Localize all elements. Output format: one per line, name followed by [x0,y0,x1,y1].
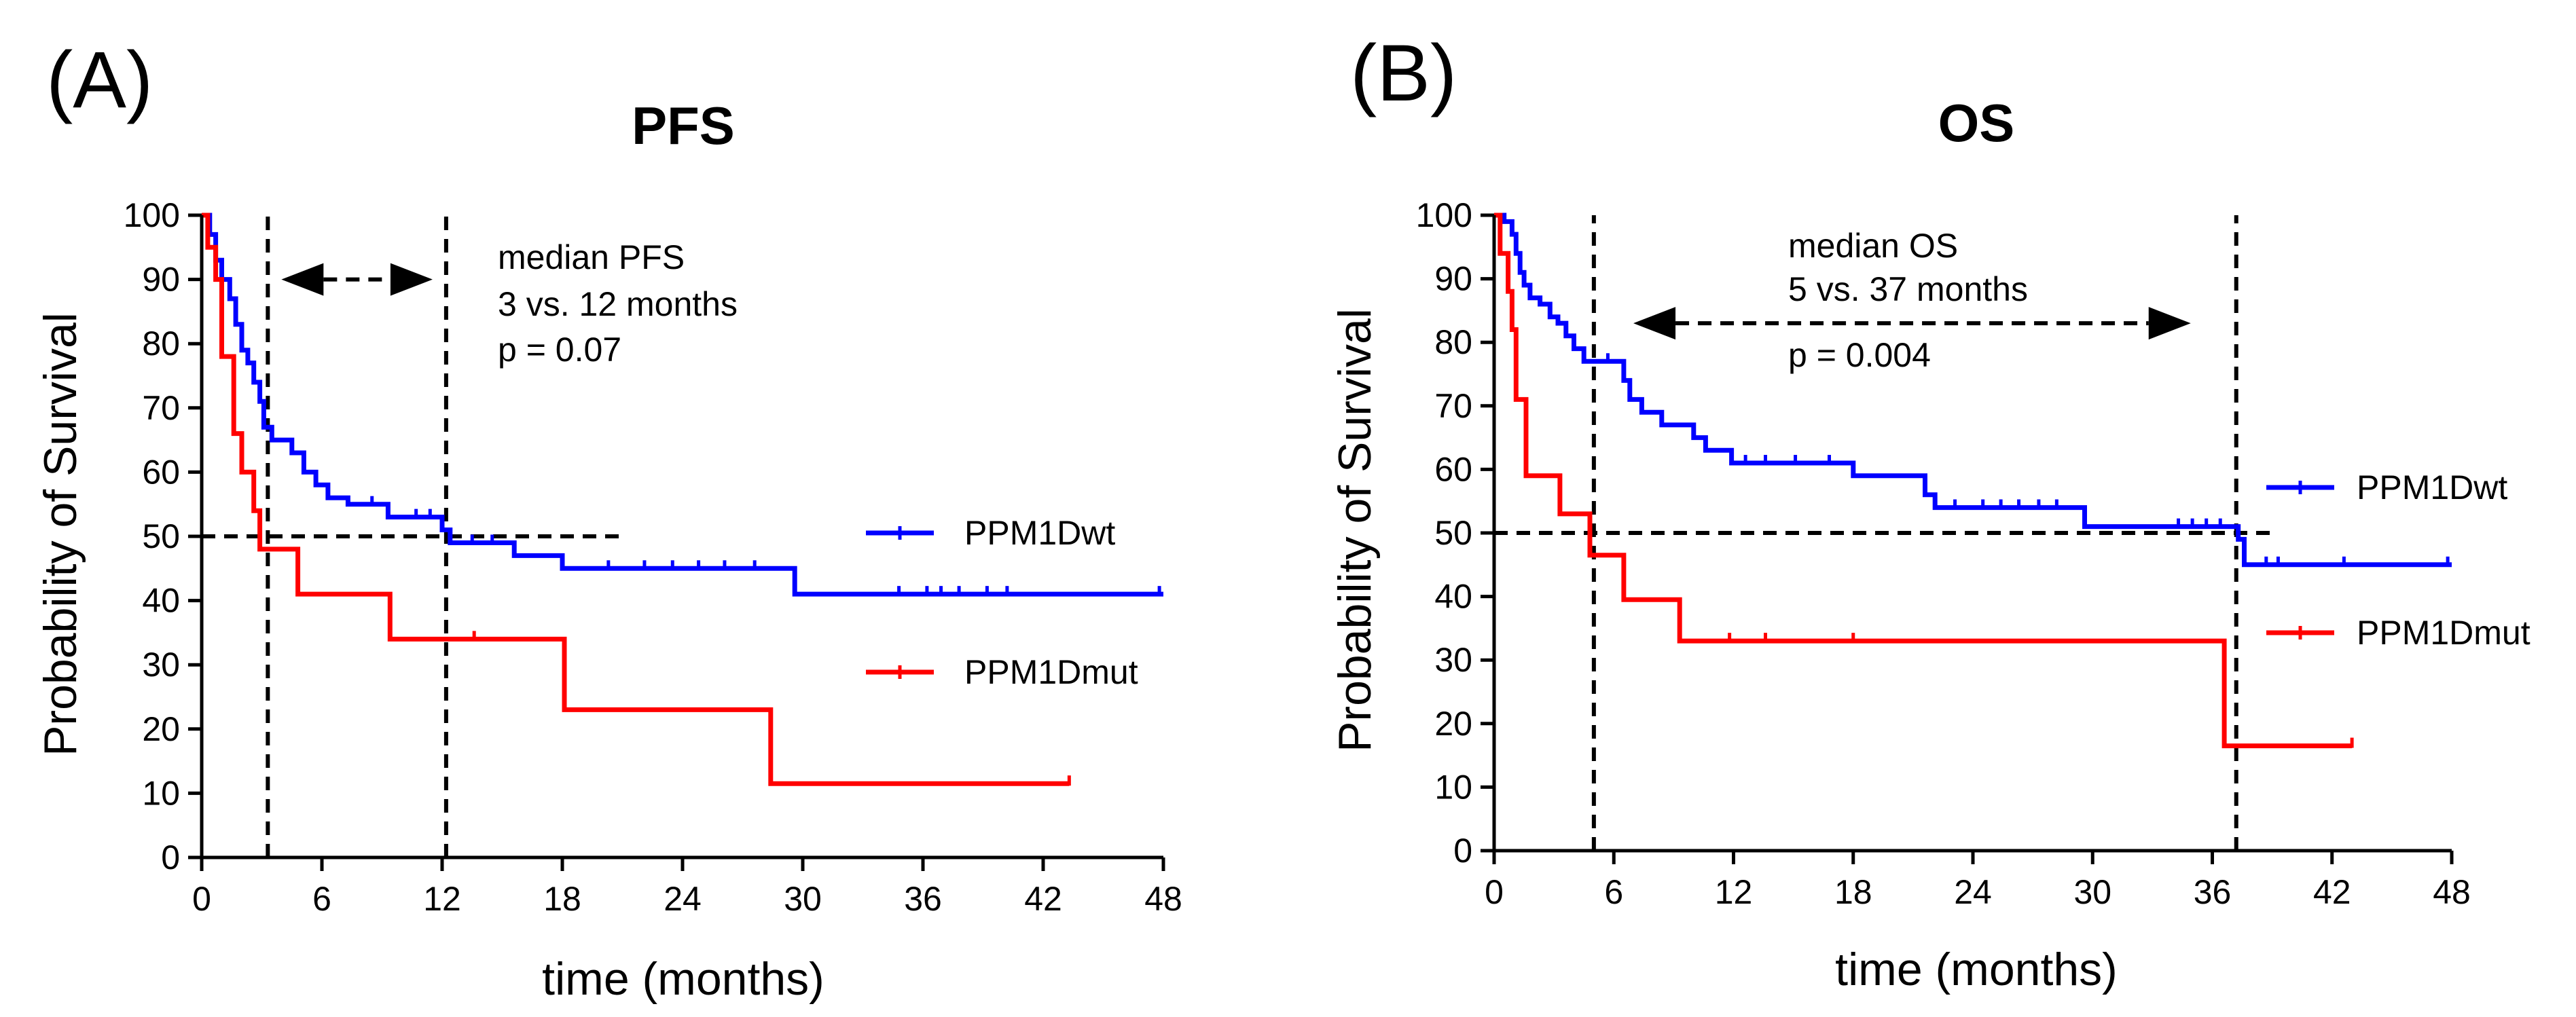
legend-label-wt: PPM1Dwt [2357,468,2507,506]
axes: 0 6 12 18 24 30 36 42 48 0 10 20 30 40 50 60 70 80 90 100 [124,196,1182,918]
y-tick-label: 100 [1416,196,1472,234]
x-tick-label: 24 [664,880,702,918]
y-tick-label: 80 [142,325,180,363]
legend-label-wt: PPM1Dwt [964,514,1115,552]
annotation-p-value: p = 0.07 [498,331,621,369]
x-tick-label: 12 [423,880,461,918]
survival-curves [1494,212,2452,749]
y-axis-title: Probability of Survival [35,312,86,756]
y-tick-label: 60 [142,453,180,491]
y-tick-label: 30 [142,646,180,684]
x-tick-label: 18 [543,880,581,918]
pfs-annotations: median PFS 3 vs. 12 months p = 0.07 [498,238,738,369]
panel-label-b: (B) [1350,29,1457,118]
chart-title-os: OS [1938,93,2015,153]
legend-entry-mut: PPM1Dmut [866,653,1138,691]
y-tick-label: 100 [124,196,180,234]
x-tick-label: 6 [1604,873,1623,911]
legend: PPM1Dwt PPM1Dmut [866,514,1138,691]
x-axis-title: time (months) [542,953,824,1005]
x-tick-label: 18 [1834,873,1872,911]
legend-entry-wt: PPM1Dwt [2266,468,2507,506]
y-tick-label: 10 [1434,768,1472,806]
x-tick-label: 42 [2313,873,2351,911]
y-tick-label: 40 [1434,578,1472,616]
y-tick-label: 0 [1453,832,1472,870]
y-tick-label: 30 [1434,641,1472,679]
x-tick-label: 42 [1024,880,1062,918]
os-annotations: median OS 5 vs. 37 months p = 0.004 [1788,227,2028,374]
panel-b-os: (B) OS median OS 5 vs. 37 months p = 0.0… [1329,29,2530,995]
y-tick-label: 90 [142,261,180,299]
x-tick-label: 6 [312,880,331,918]
y-tick-label: 70 [142,389,180,427]
legend-entry-mut: PPM1Dmut [2266,614,2530,652]
legend-label-mut: PPM1Dmut [964,653,1138,691]
survival-curve-mut [202,212,1070,786]
x-tick-label: 30 [784,880,822,918]
y-tick-label: 80 [1434,323,1472,361]
y-tick-label: 40 [142,582,180,620]
axes: 0 6 12 18 24 30 36 42 48 0 10 20 30 40 50 60 70 80 90 100 [1416,196,2471,911]
y-axis-title: Probability of Survival [1329,308,1381,752]
annotation-median-label: median PFS [498,238,685,276]
x-tick-label: 24 [1954,873,1992,911]
chart-title-pfs: PFS [632,96,735,155]
arrowhead-right [390,263,433,296]
y-tick-label: 50 [1434,514,1472,552]
annotation-median-values: 5 vs. 37 months [1788,270,2028,308]
x-tick-label: 36 [904,880,942,918]
panel-a-pfs: (A) PFS median PFS 3 vs. 12 months p = 0… [35,35,1182,1005]
survival-curve-wt [202,212,1163,597]
y-tick-label: 90 [1434,260,1472,298]
y-tick-label: 20 [1434,705,1472,743]
legend-entry-wt: PPM1Dwt [866,514,1115,552]
annotation-p-value: p = 0.004 [1788,336,1931,374]
reference-lines [1494,215,2272,851]
survival-curve-wt [1494,212,2452,568]
arrowhead-left [281,263,324,296]
x-tick-label: 0 [1485,873,1504,911]
legend-label-mut: PPM1Dmut [2357,614,2530,652]
y-tick-label: 70 [1434,387,1472,425]
reference-lines [202,215,623,857]
arrowhead-right [2148,307,2191,340]
x-tick-label: 30 [2073,873,2111,911]
arrowhead-left [1633,307,1676,340]
y-tick-label: 10 [142,774,180,812]
x-tick-label: 48 [1144,880,1182,918]
y-tick-label: 50 [142,517,180,555]
annotation-median-label: median OS [1788,227,1958,265]
y-tick-label: 0 [161,838,180,876]
x-tick-label: 48 [2433,873,2471,911]
panel-label-a: (A) [46,35,153,125]
x-tick-label: 0 [192,880,211,918]
x-tick-label: 12 [1715,873,1753,911]
x-tick-label: 36 [2194,873,2232,911]
annotation-median-values: 3 vs. 12 months [498,285,738,323]
x-axis-title: time (months) [1835,944,2118,995]
survival-curves [202,212,1163,786]
y-tick-label: 20 [142,710,180,748]
y-tick-label: 60 [1434,450,1472,488]
legend: PPM1Dwt PPM1Dmut [2266,468,2530,652]
survival-curve-mut [1494,212,2353,749]
